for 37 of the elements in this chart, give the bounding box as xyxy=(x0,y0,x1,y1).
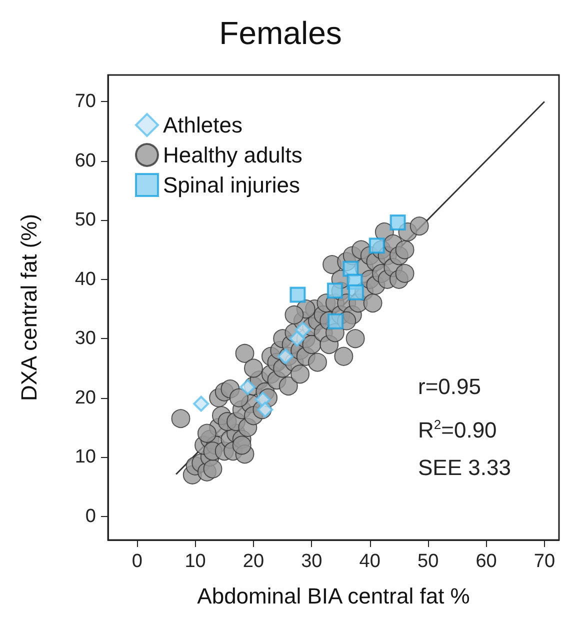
point xyxy=(390,214,406,230)
y-axis-title: DXA central fat (%) xyxy=(16,214,42,402)
point xyxy=(290,286,306,303)
x-tick-label: 40 xyxy=(359,551,380,572)
x-tick-label: 60 xyxy=(476,551,497,572)
x-tick-label: 70 xyxy=(534,551,556,572)
y-tick-label: 20 xyxy=(74,387,96,408)
point xyxy=(257,402,274,418)
y-tick-label: 0 xyxy=(85,506,96,527)
y-tick-label: 40 xyxy=(74,268,96,290)
x-tick-label: 30 xyxy=(301,551,322,572)
point xyxy=(193,396,210,412)
point xyxy=(240,379,256,396)
x-tick-label: 20 xyxy=(242,551,264,572)
point xyxy=(348,284,364,300)
y-tick-label: 10 xyxy=(74,446,96,468)
annotation: R$^{2}$=0.90 xyxy=(418,416,498,444)
point xyxy=(277,348,294,364)
x-tick-label: 0 xyxy=(132,551,142,572)
legend-label: Spinal injuries xyxy=(163,172,300,198)
point xyxy=(328,313,344,330)
y-tick-label: 50 xyxy=(74,210,96,231)
annotation: r=0.95 xyxy=(418,373,482,401)
legend-label: Athletes xyxy=(163,112,242,138)
chart-title: Females xyxy=(219,15,342,51)
y-tick-label: 60 xyxy=(74,150,96,172)
point xyxy=(294,322,311,338)
x-tick-label: 10 xyxy=(184,551,206,572)
x-axis-title: Abdominal BIA central fat % xyxy=(197,584,470,608)
y-tick-label: 70 xyxy=(74,91,96,112)
point xyxy=(289,330,306,347)
x-tick-label: 50 xyxy=(417,551,439,572)
point xyxy=(326,282,343,299)
point xyxy=(368,238,385,254)
annotation: SEE 3.33 xyxy=(418,454,511,482)
y-tick-label: 30 xyxy=(74,328,96,350)
legend-label: Healthy adults xyxy=(163,142,302,168)
